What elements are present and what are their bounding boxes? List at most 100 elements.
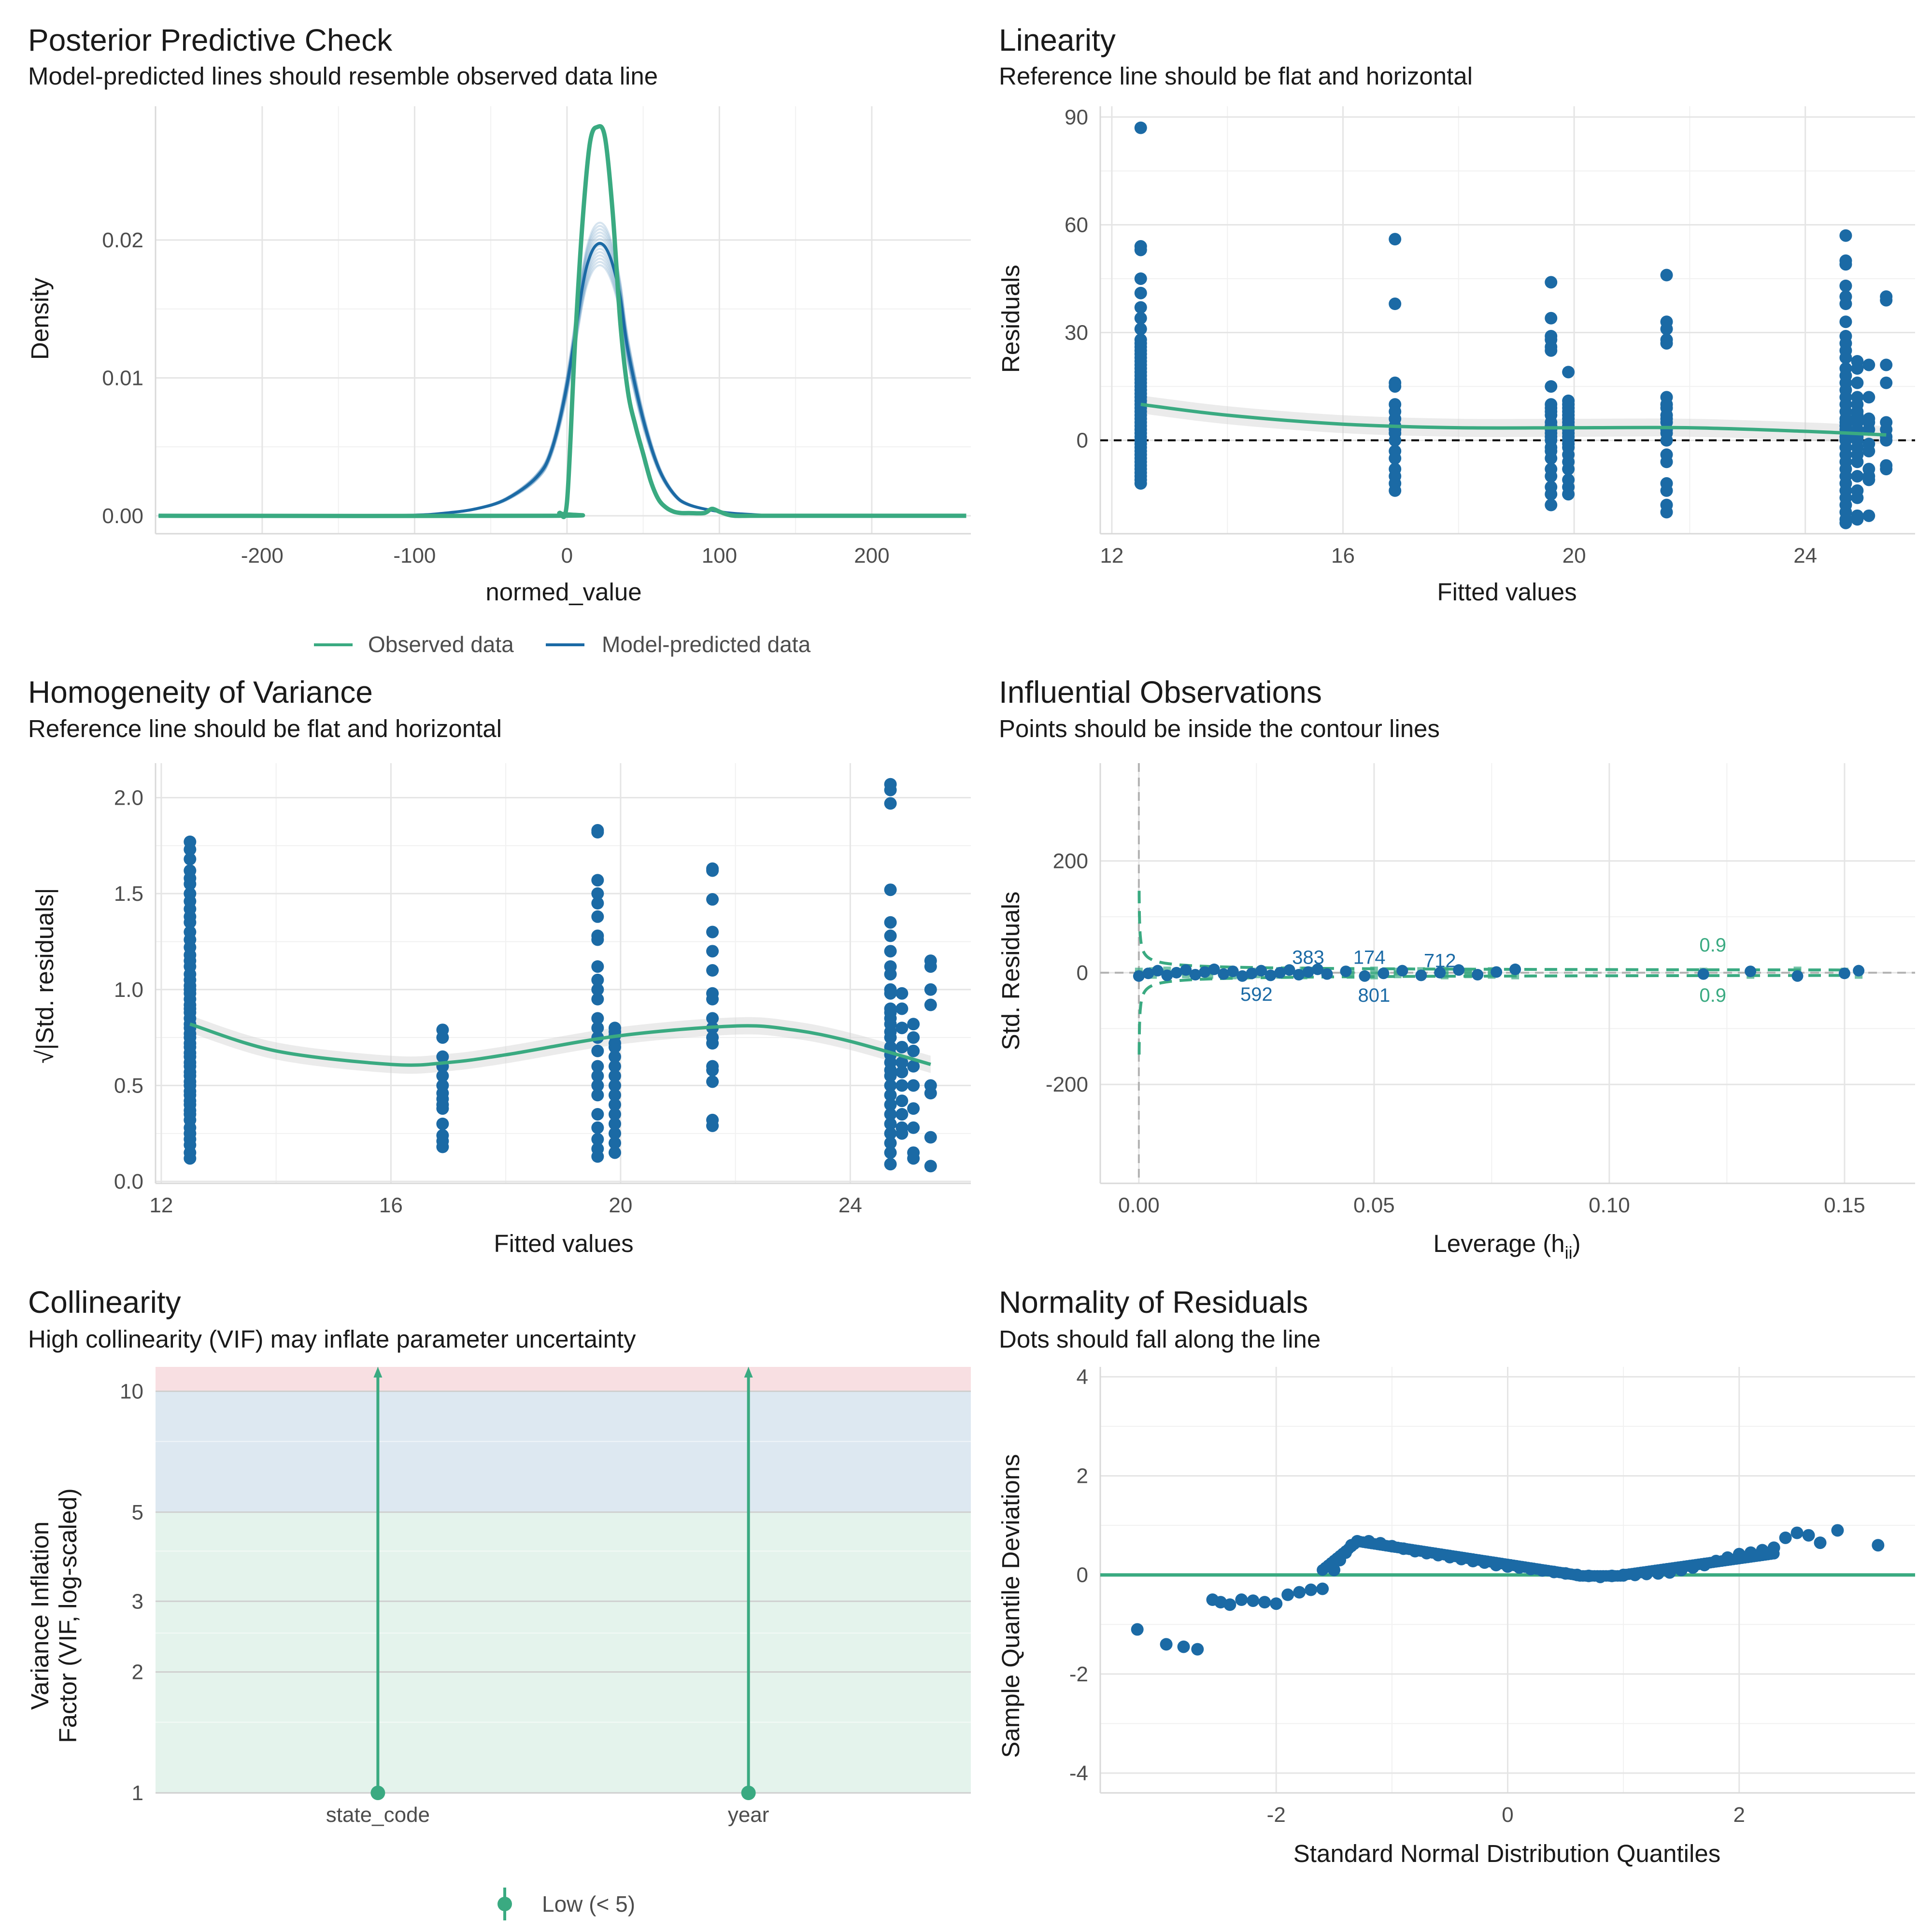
hom-subtitle: Reference line should be flat and horizo… bbox=[28, 715, 502, 742]
predicted-draw-line bbox=[158, 231, 966, 517]
col-title: Collinearity bbox=[28, 1285, 181, 1320]
residual-point bbox=[1839, 229, 1852, 242]
contour-label: 0.9 bbox=[1699, 985, 1726, 1006]
quantile-point bbox=[1548, 1565, 1561, 1578]
quantile-point bbox=[1767, 1541, 1780, 1554]
std-residual-point bbox=[924, 960, 937, 973]
residual-point bbox=[1389, 452, 1402, 465]
std-residual-point bbox=[591, 1150, 604, 1163]
vif-interval-arrow bbox=[373, 1367, 383, 1378]
observation-point bbox=[1415, 969, 1427, 981]
quantile-point bbox=[1397, 1542, 1410, 1555]
residual-point bbox=[1660, 506, 1673, 519]
moderate-vif-zone bbox=[156, 1391, 971, 1512]
std-residual-point bbox=[706, 1012, 719, 1025]
residual-point bbox=[1862, 509, 1875, 522]
std-residual-point bbox=[608, 1136, 621, 1150]
quantile-point bbox=[1191, 1643, 1204, 1656]
observation-point bbox=[1236, 970, 1249, 982]
residual-point bbox=[1134, 286, 1147, 299]
quantile-point bbox=[1235, 1593, 1248, 1606]
residual-point bbox=[1839, 258, 1852, 271]
residual-point bbox=[1851, 455, 1864, 469]
x-tick-label: 12 bbox=[1100, 544, 1123, 568]
residual-point bbox=[1545, 312, 1558, 325]
quantile-point bbox=[1258, 1596, 1271, 1609]
quantile-point bbox=[1675, 1563, 1688, 1577]
quantile-point bbox=[1466, 1555, 1479, 1568]
x-tick-label: 16 bbox=[1331, 544, 1355, 568]
residual-point bbox=[1660, 269, 1673, 282]
x-tick-label: 20 bbox=[1563, 544, 1586, 568]
residual-point bbox=[1562, 488, 1575, 501]
observation-point bbox=[1745, 966, 1757, 978]
std-residual-point bbox=[436, 1140, 449, 1153]
std-residual-point bbox=[591, 1079, 604, 1092]
std-residual-point bbox=[924, 983, 937, 996]
std-residual-point bbox=[608, 1040, 621, 1053]
residual-point bbox=[1389, 233, 1402, 246]
quantile-point bbox=[1408, 1545, 1421, 1558]
norm-title: Normality of Residuals bbox=[999, 1285, 1308, 1320]
quantile-point bbox=[1270, 1597, 1283, 1610]
std-residual-point bbox=[591, 1022, 604, 1035]
std-residual-point bbox=[608, 1050, 621, 1063]
y-tick-label: 2.0 bbox=[114, 786, 143, 810]
residual-point bbox=[1880, 358, 1893, 371]
std-residual-point bbox=[591, 1044, 604, 1057]
quantile-point bbox=[1802, 1529, 1815, 1542]
y-tick-label: 60 bbox=[1065, 213, 1088, 237]
quantile-point bbox=[1350, 1535, 1364, 1548]
std-residual-point bbox=[884, 883, 897, 896]
quantile-point bbox=[1536, 1564, 1549, 1577]
quantile-point bbox=[1831, 1524, 1844, 1537]
residual-point bbox=[1389, 380, 1402, 393]
std-residual-point bbox=[895, 1040, 909, 1053]
residual-point bbox=[1660, 455, 1673, 469]
std-residual-point bbox=[436, 1117, 449, 1130]
ppc-subtitle: Model-predicted lines should resemble ob… bbox=[28, 62, 658, 90]
predicted-draw-line bbox=[158, 248, 966, 517]
std-residual-point bbox=[924, 998, 937, 1011]
observation-point bbox=[1491, 966, 1503, 978]
predicted-draw-line bbox=[158, 261, 966, 517]
quantile-point bbox=[1160, 1638, 1173, 1651]
std-residual-point bbox=[436, 1031, 449, 1044]
observation-point bbox=[1208, 963, 1220, 975]
std-residual-point bbox=[884, 987, 897, 1000]
std-residual-point bbox=[884, 1108, 897, 1121]
y-tick-label: 0.5 bbox=[114, 1074, 143, 1097]
std-residual-point bbox=[184, 1152, 197, 1165]
col-subtitle: High collinearity (VIF) may inflate para… bbox=[28, 1325, 636, 1353]
col-ylabel-line1: Variance Inflation bbox=[26, 1521, 54, 1710]
std-residual-point bbox=[706, 1075, 719, 1088]
legend-low-key-dot bbox=[497, 1897, 512, 1911]
observation-point bbox=[1396, 965, 1408, 977]
std-residual-point bbox=[884, 967, 897, 980]
std-residual-point bbox=[436, 1069, 449, 1082]
std-residual-point bbox=[591, 973, 604, 986]
std-residual-point bbox=[895, 1065, 909, 1079]
y-tick-label: 1.5 bbox=[114, 882, 143, 906]
residual-point bbox=[1389, 434, 1402, 447]
panel-normality: Normality of Residuals Dots should fall … bbox=[997, 1285, 1915, 1867]
quantile-point bbox=[1582, 1569, 1595, 1582]
std-residual-point bbox=[184, 852, 197, 866]
std-residual-point bbox=[591, 1133, 604, 1146]
residual-point bbox=[1545, 452, 1558, 465]
std-residual-point bbox=[436, 1102, 449, 1115]
residual-point bbox=[1545, 470, 1558, 483]
std-residual-point bbox=[884, 1079, 897, 1092]
residual-point bbox=[1389, 484, 1402, 497]
ppc-legend: Observed data Model-predicted data bbox=[314, 632, 811, 657]
std-residual-point bbox=[895, 987, 909, 1000]
panel-collinearity: Collinearity High collinearity (VIF) may… bbox=[26, 1285, 971, 1920]
cooks-contour-upper bbox=[1137, 891, 1842, 972]
quantile-point bbox=[1131, 1623, 1144, 1636]
quantile-point bbox=[1501, 1560, 1514, 1573]
observation-label: 592 bbox=[1240, 984, 1273, 1005]
quantile-point bbox=[1872, 1539, 1885, 1552]
std-residual-point bbox=[895, 1002, 909, 1015]
predicted-draw-line bbox=[158, 254, 966, 517]
std-residual-point bbox=[907, 1060, 920, 1073]
